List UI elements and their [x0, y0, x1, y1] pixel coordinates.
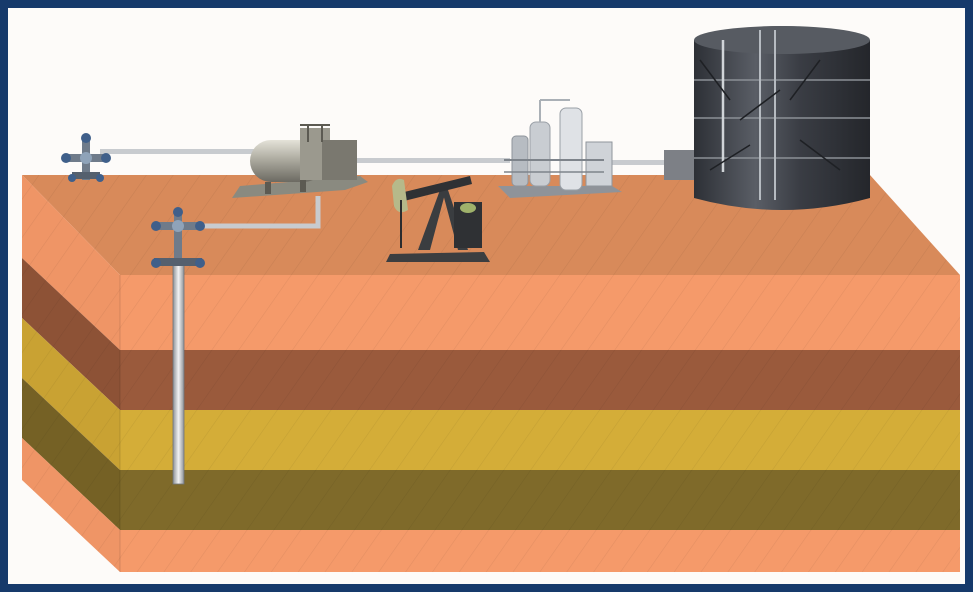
storage-tank-icon	[664, 26, 870, 210]
wellhead-icon	[61, 133, 111, 182]
pipe-center-well-to-separator	[195, 196, 321, 229]
well-casing	[172, 261, 185, 485]
pipelines	[100, 149, 702, 229]
separator-icon	[232, 124, 368, 198]
wellhead-icon	[151, 207, 205, 268]
pipe-separator-to-processing	[350, 158, 510, 163]
pumpjack-icon	[386, 176, 490, 262]
pipe-wellhead-to-separator	[100, 149, 260, 154]
earth-block	[22, 175, 960, 572]
pipe-processing-to-tank	[612, 160, 702, 165]
processing-unit-icon	[498, 99, 622, 198]
